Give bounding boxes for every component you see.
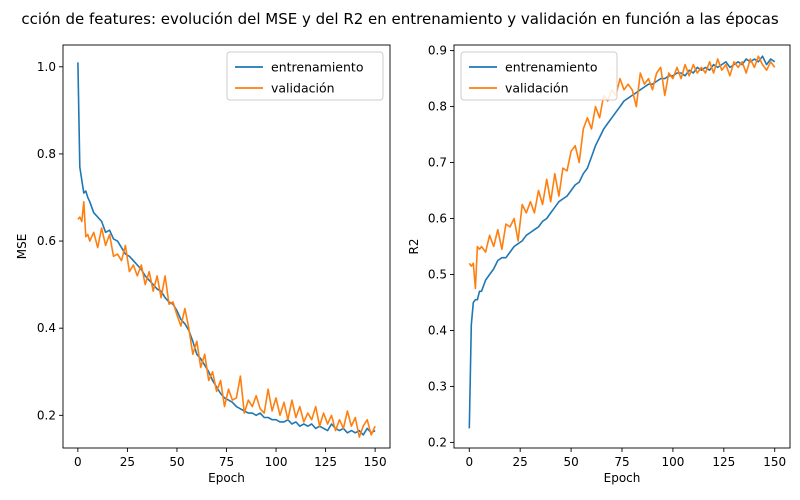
r2-y-tick-label: 0.9 — [428, 44, 447, 58]
mse-legend-box — [226, 51, 384, 101]
mse-y-tick-label: 1.0 — [37, 60, 56, 74]
r2-y-tick-label: 0.4 — [428, 323, 447, 337]
mse-x-tick-label: 75 — [219, 455, 234, 469]
r2-legend-label-train: entrenamiento — [505, 60, 597, 75]
r2-legend-label-val: validación — [505, 81, 569, 96]
r2-axes-frame — [453, 44, 791, 449]
r2-legend-box — [460, 51, 618, 101]
mse-series-line-train — [77, 62, 376, 436]
r2-x-tick-label: 100 — [661, 455, 684, 469]
mse-y-tick-label: 0.6 — [37, 234, 56, 248]
r2-y-axis-label: R2 — [407, 239, 421, 255]
mse-legend-label-train: entrenamiento — [271, 60, 363, 75]
mse-y-tick-label: 0.8 — [37, 147, 56, 161]
r2-x-tick-label: 0 — [465, 455, 473, 469]
mse-x-tick-label: 25 — [120, 455, 135, 469]
r2-y-tick-label: 0.7 — [428, 156, 447, 170]
mse-y-tick-label: 0.2 — [37, 408, 56, 422]
figure-title: cción de features: evolución del MSE y d… — [21, 10, 778, 28]
r2-y-tick-label: 0.8 — [428, 100, 447, 114]
r2-chart-panel: 0 25 50 75 100 125 150 0.2 0.3 0.4 0.5 0.6 0.7 0.8 0.9… — [407, 44, 791, 485]
r2-y-tick-label: 0.5 — [428, 267, 447, 281]
r2-y-tick-label: 0.3 — [428, 379, 447, 393]
mse-x-tick-label: 150 — [364, 455, 387, 469]
r2-x-axis-label: Epoch — [604, 471, 641, 485]
mse-x-axis-label: Epoch — [208, 471, 245, 485]
r2-x-tick-label: 75 — [614, 455, 629, 469]
mse-legend: entrenamiento validación — [226, 51, 384, 101]
r2-y-tick-label: 0.2 — [428, 435, 447, 449]
mse-series-line-val — [77, 201, 376, 438]
mse-x-tick-label: 50 — [169, 455, 184, 469]
mse-y-axis-label: MSE — [15, 234, 29, 260]
r2-legend: entrenamiento validación — [460, 51, 618, 101]
r2-x-tick-label: 125 — [712, 455, 735, 469]
mse-legend-label-val: validación — [271, 81, 335, 96]
mse-y-tick-label: 0.4 — [37, 321, 56, 335]
r2-x-tick-label: 50 — [563, 455, 578, 469]
mse-x-tick-label: 100 — [265, 455, 288, 469]
r2-x-tick-label: 150 — [763, 455, 786, 469]
mse-x-tick-label: 0 — [74, 455, 82, 469]
r2-x-tick-label: 25 — [513, 455, 528, 469]
r2-series-line-train — [468, 55, 776, 429]
mse-x-tick-label: 125 — [314, 455, 337, 469]
mse-chart-panel: 0 25 50 75 100 125 150 0.2 0.4 0.6 0.8 1.0 Epoch MSE e… — [15, 44, 391, 485]
r2-y-tick-label: 0.6 — [428, 212, 447, 226]
